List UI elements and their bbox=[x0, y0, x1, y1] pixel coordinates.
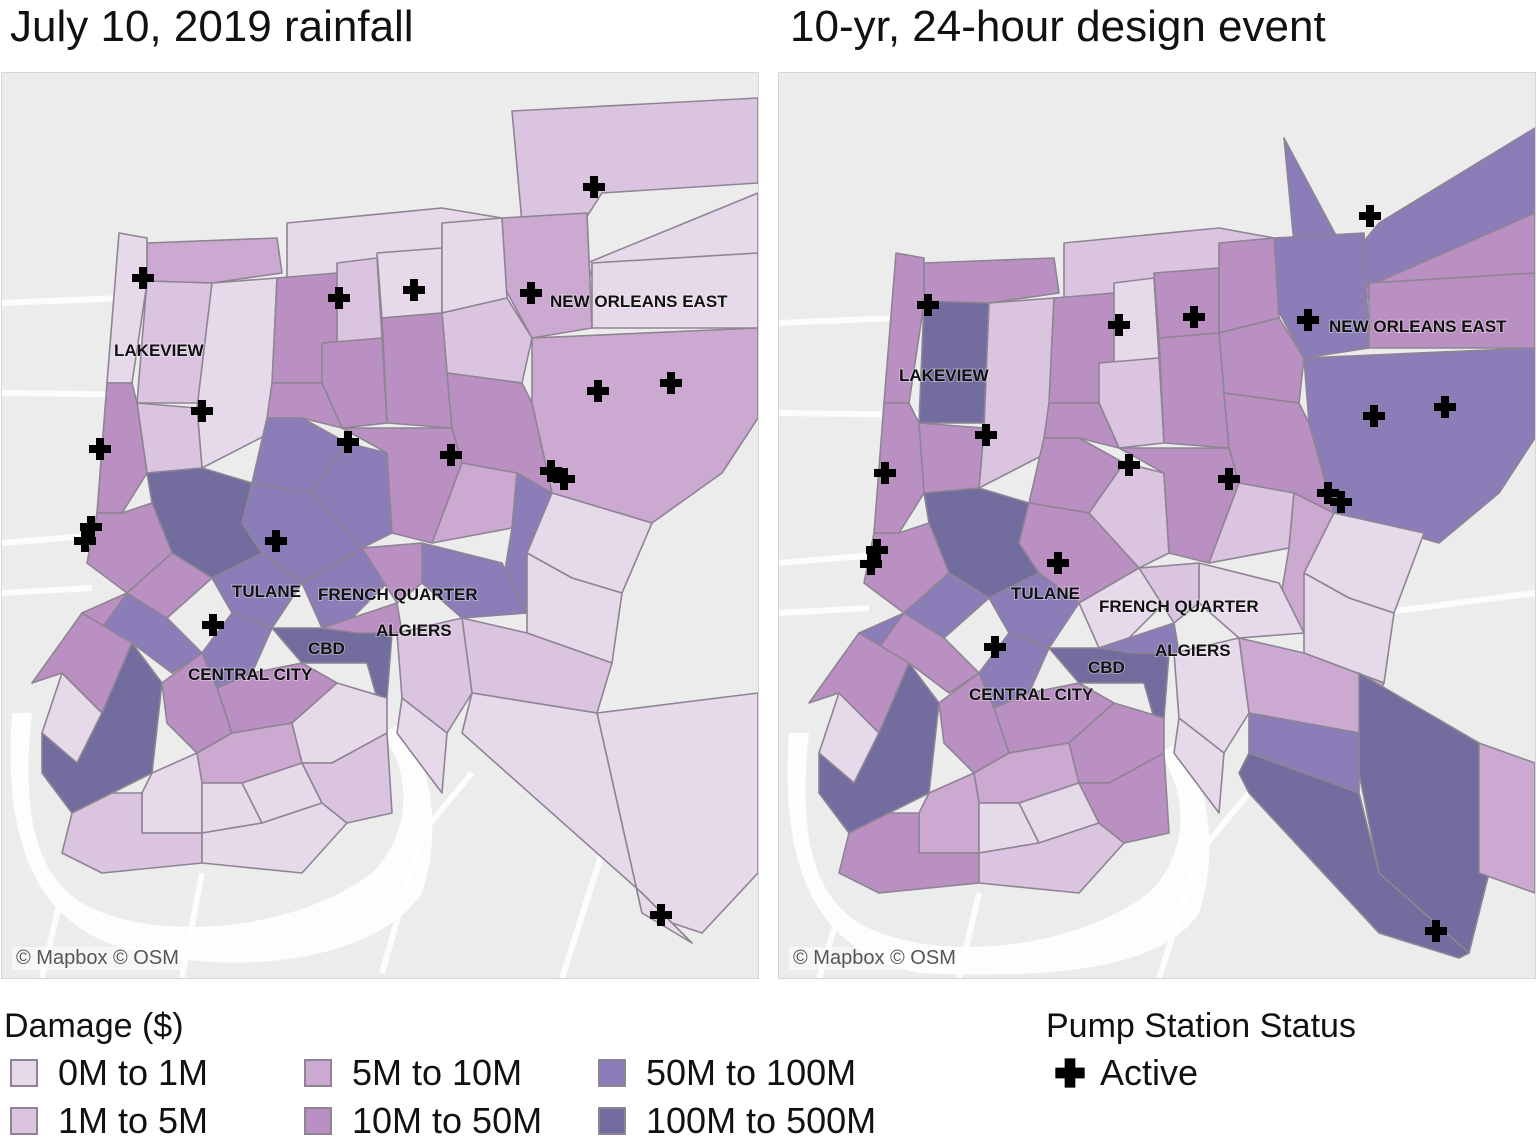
river-right bbox=[787, 733, 1210, 975]
legend-label: 5M to 10M bbox=[352, 1052, 523, 1093]
label-lakeview: LAKEVIEW bbox=[114, 341, 205, 360]
label-central-city: CENTRAL CITY bbox=[969, 685, 1094, 704]
legend-label: 50M to 100M bbox=[646, 1052, 857, 1093]
label-lakeview: LAKEVIEW bbox=[899, 366, 990, 385]
nbhd-lake-west bbox=[923, 257, 1060, 304]
nbhd-gentilly-e bbox=[1153, 267, 1220, 339]
label-new-orleans-east: NEW ORLEANS EAST bbox=[550, 292, 728, 311]
legend-label: 10M to 50M bbox=[352, 1100, 543, 1141]
label-new-orleans-east: NEW ORLEANS EAST bbox=[1329, 317, 1507, 336]
legend-item-1m-5m[interactable]: 1M to 5M bbox=[10, 1100, 208, 1142]
legend-item-active[interactable]: Active bbox=[1054, 1052, 1198, 1094]
legend-swatch bbox=[304, 1107, 332, 1135]
nbhd-lakeview-s bbox=[918, 422, 985, 494]
nbhd-tulane-2 bbox=[988, 572, 1080, 649]
nbhd-cbd-n bbox=[321, 602, 403, 634]
legend-item-0m-1m[interactable]: 0M to 1M bbox=[10, 1052, 208, 1094]
nbhd-pontchartrain bbox=[1218, 237, 1280, 334]
nbhd-tulane-2 bbox=[211, 552, 303, 629]
nbhd-fq bbox=[361, 542, 423, 604]
map-attribution[interactable]: © Mapbox © OSM bbox=[12, 947, 183, 970]
legend-item-100m-500m[interactable]: 100M to 500M bbox=[598, 1100, 876, 1142]
label-tulane: TULANE bbox=[1011, 584, 1080, 603]
nbhd-algiers-pt bbox=[1173, 717, 1225, 814]
nbhd-algiers-pt bbox=[396, 697, 448, 794]
nbhd-treme bbox=[1088, 462, 1170, 569]
panel-title-left: July 10, 2019 rainfall bbox=[10, 2, 414, 51]
river-left bbox=[10, 713, 433, 963]
nbhd-english-turn bbox=[1238, 752, 1470, 959]
nbhd-mid-2 bbox=[381, 312, 453, 429]
legend-label: 1M to 5M bbox=[58, 1100, 209, 1141]
map-attribution[interactable]: © Mapbox © OSM bbox=[789, 947, 960, 970]
nbhd-treme bbox=[311, 442, 393, 549]
nbhd-algiers-e bbox=[1303, 572, 1395, 684]
map-panel-right[interactable]: LAKEVIEW NEW ORLEANS EAST TULANE FRENCH … bbox=[778, 72, 1536, 979]
label-french-quarter: FRENCH QUARTER bbox=[1099, 597, 1259, 616]
map-canvas-left: LAKEVIEW NEW ORLEANS EAST TULANE FRENCH … bbox=[2, 73, 758, 978]
nbhd-french-quarter-w bbox=[1078, 567, 1175, 649]
nbhd-gentilly-e bbox=[376, 247, 443, 319]
label-algiers: ALGIERS bbox=[376, 621, 452, 640]
nbhd-lower-garden bbox=[1078, 752, 1170, 844]
label-central-city: CENTRAL CITY bbox=[188, 665, 313, 684]
nbhd-algiers-e bbox=[526, 552, 623, 664]
neighborhoods-right bbox=[808, 127, 1535, 959]
nbhd-mid-1 bbox=[1098, 357, 1165, 449]
nbhd-pontchartrain bbox=[441, 217, 508, 314]
map-panel-left[interactable]: LAKEVIEW NEW ORLEANS EAST TULANE FRENCH … bbox=[1, 72, 759, 979]
legend-label: 100M to 500M bbox=[646, 1100, 877, 1141]
label-cbd: CBD bbox=[308, 639, 345, 658]
nbhd-city-park bbox=[978, 297, 1055, 489]
legend-item-10m-50m[interactable]: 10M to 50M bbox=[304, 1100, 542, 1142]
nbhd-city-park bbox=[196, 277, 278, 469]
nbhd-lakeview bbox=[918, 300, 990, 424]
nbhd-lake-west bbox=[146, 237, 283, 284]
nbhd-algiers-w bbox=[396, 617, 473, 734]
nbhd-east-2 bbox=[1368, 272, 1535, 349]
nbhd-lower-coast-e bbox=[1478, 742, 1535, 894]
legend-label: Active bbox=[1100, 1052, 1199, 1093]
legend-label: 0M to 1M bbox=[58, 1052, 209, 1093]
nbhd-algiers-w bbox=[1173, 637, 1250, 754]
legend-item-5m-10m[interactable]: 5M to 10M bbox=[304, 1052, 522, 1094]
nbhd-west-strip bbox=[883, 252, 925, 404]
legend-swatch bbox=[304, 1059, 332, 1087]
nbhd-mid-1 bbox=[321, 337, 388, 429]
nbhd-mid-4 bbox=[1043, 402, 1120, 449]
legend-swatch bbox=[10, 1059, 38, 1087]
legend-swatch bbox=[598, 1059, 626, 1087]
legend-swatch bbox=[598, 1107, 626, 1135]
nbhd-english-turn bbox=[461, 692, 693, 944]
label-cbd: CBD bbox=[1088, 658, 1125, 677]
nbhd-fq bbox=[1138, 562, 1200, 624]
legend-item-50m-100m[interactable]: 50M to 100M bbox=[598, 1052, 856, 1094]
label-french-quarter: FRENCH QUARTER bbox=[318, 585, 478, 604]
nbhd-cbd-n bbox=[1098, 622, 1180, 654]
label-algiers: ALGIERS bbox=[1155, 641, 1231, 660]
nbhd-mid-2 bbox=[1158, 332, 1230, 449]
legend-damage-title: Damage ($) bbox=[4, 1007, 184, 1045]
neighborhoods-left bbox=[31, 97, 758, 944]
label-tulane: TULANE bbox=[232, 582, 301, 601]
map-canvas-right: LAKEVIEW NEW ORLEANS EAST TULANE FRENCH … bbox=[779, 73, 1535, 978]
nbhd-french-quarter-w bbox=[301, 547, 398, 629]
nbhd-mid-4 bbox=[266, 382, 343, 429]
legend-swatch bbox=[10, 1107, 38, 1135]
legend-pump-title: Pump Station Status bbox=[1046, 1007, 1356, 1045]
panel-title-right: 10-yr, 24-hour design event bbox=[790, 2, 1326, 51]
nbhd-west-strip bbox=[106, 232, 148, 384]
nbhd-lower-garden bbox=[301, 732, 393, 824]
nbhd-east-2 bbox=[591, 252, 758, 329]
plus-cross-icon bbox=[1055, 1058, 1085, 1088]
